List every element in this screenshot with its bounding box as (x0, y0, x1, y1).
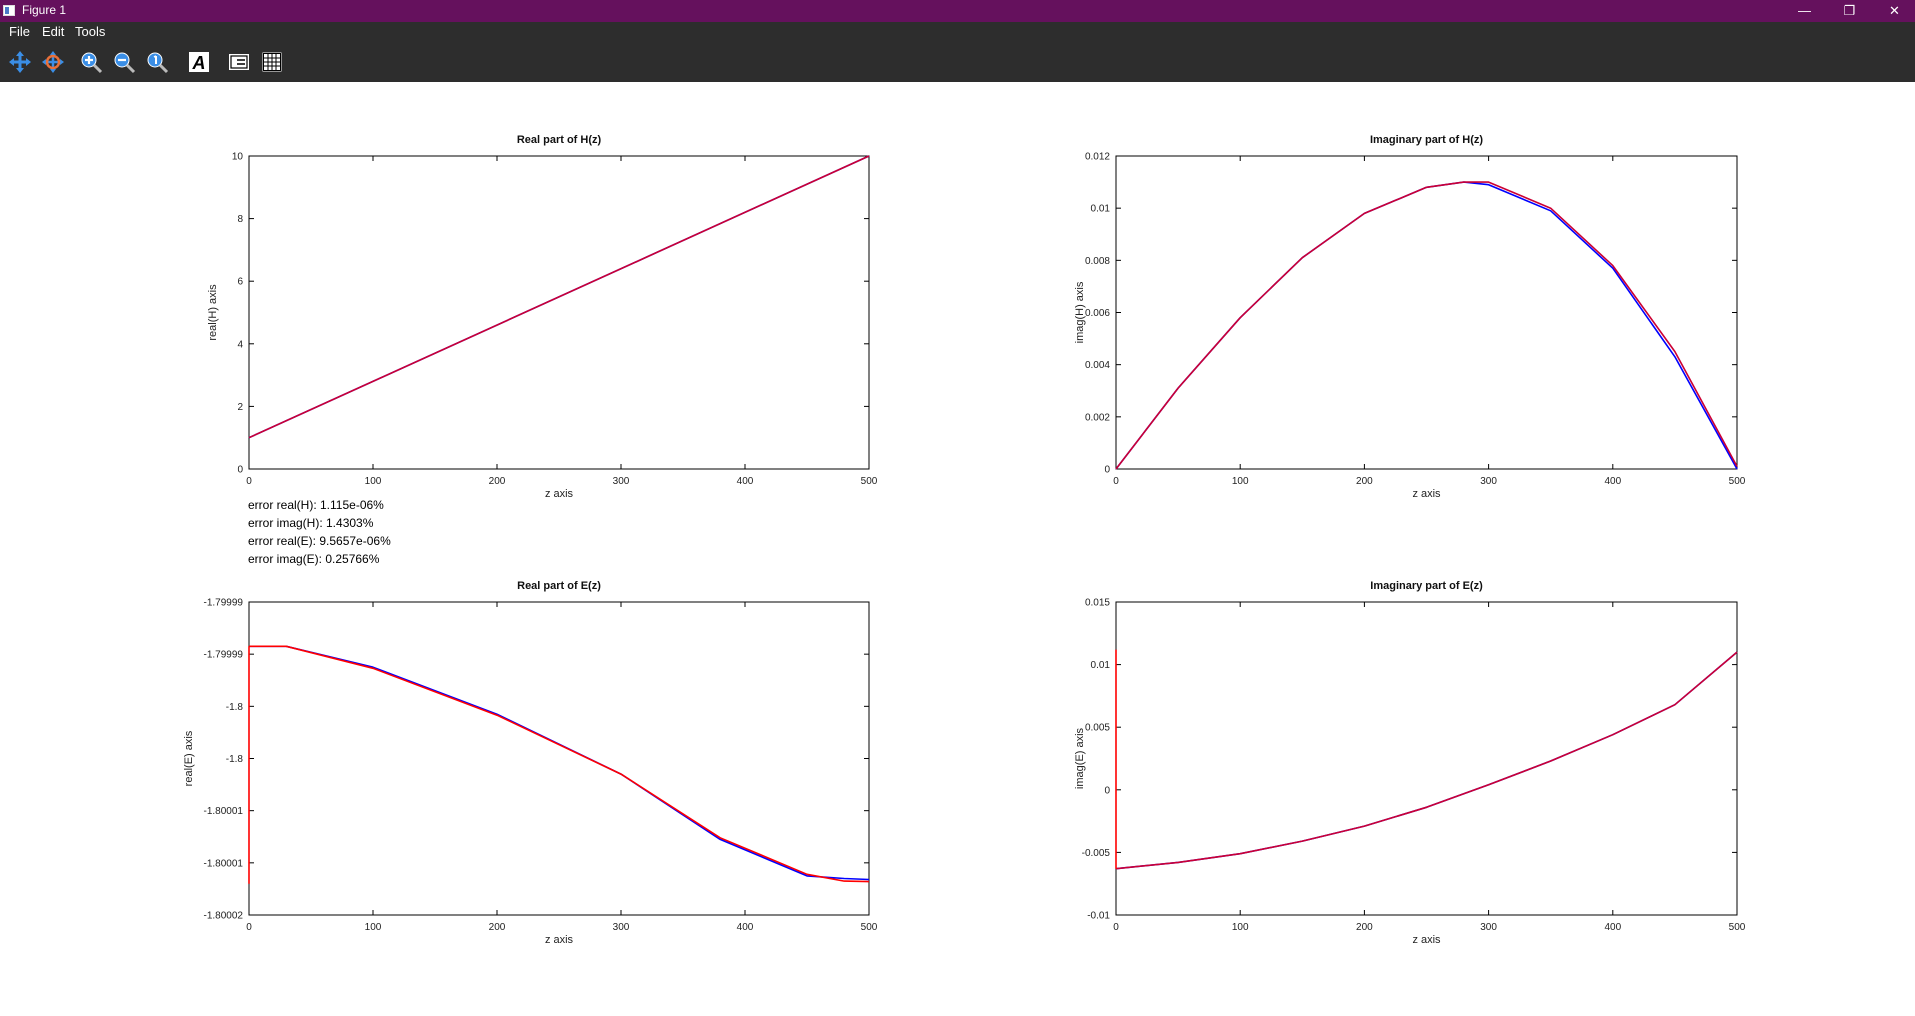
x-tick-label: 200 (489, 476, 506, 487)
chart-title: Imaginary part of H(z) (1370, 134, 1483, 146)
x-axis-label: z axis (1412, 934, 1441, 946)
series-line-1 (1115, 651, 1738, 870)
x-tick-label: 400 (1604, 476, 1621, 487)
chart-title: Real part of E(z) (517, 580, 601, 592)
y-tick-label: 2 (237, 402, 243, 413)
toolbar: A (0, 42, 1915, 82)
y-tick-label: -0.005 (1082, 848, 1111, 859)
x-tick-label: 500 (861, 922, 878, 933)
figure-canvas: 0 100 200 300 400 500 0 2 4 6 8 10 Real part of H(z)… (183, 134, 1746, 946)
x-axis-label: z axis (545, 488, 574, 500)
x-tick-label: 100 (1232, 922, 1249, 933)
y-tick-label: -1.79999 (204, 650, 244, 661)
y-tick-label: -1.8 (226, 754, 244, 765)
x-tick-label: 200 (489, 922, 506, 933)
y-tick-label: -1.79999 (204, 598, 244, 609)
y-tick-label: 0.015 (1085, 598, 1110, 609)
y-tick-label: 8 (237, 214, 243, 225)
x-axis-label: z axis (545, 934, 574, 946)
x-tick-label: 200 (1356, 922, 1373, 933)
x-tick-label: 500 (861, 476, 878, 487)
x-tick-label: 300 (613, 476, 630, 487)
zoom-in-icon[interactable] (79, 50, 103, 74)
y-tick-label: -1.8 (226, 702, 244, 713)
grid-toggle-icon[interactable] (260, 50, 284, 74)
x-tick-label: 300 (613, 922, 630, 933)
y-tick-label: 0.01 (1091, 660, 1111, 671)
y-tick-label: 0.004 (1085, 360, 1110, 371)
y-tick-label: 4 (237, 339, 243, 350)
x-tick-label: 500 (1729, 922, 1746, 933)
legend-toggle-icon[interactable] (227, 50, 251, 74)
chart-title: Real part of H(z) (517, 134, 602, 146)
x-tick-label: 500 (1729, 476, 1746, 487)
window-title: Figure 1 (22, 3, 67, 17)
chart-title: Imaginary part of E(z) (1370, 580, 1483, 592)
y-tick-label: 0.008 (1085, 256, 1110, 267)
y-tick-label: 10 (232, 152, 244, 163)
svg-text:A: A (192, 53, 206, 73)
restore-button[interactable]: ❐ (1843, 3, 1856, 18)
y-tick-label: 0.012 (1085, 152, 1110, 163)
zoom-out-icon[interactable] (112, 50, 136, 74)
series-line-1 (249, 645, 870, 883)
rotate-icon[interactable] (41, 50, 65, 74)
menu-tools[interactable]: Tools (75, 24, 106, 39)
x-tick-label: 0 (1113, 476, 1119, 487)
chart-real-h: 0 100 200 300 400 500 0 2 4 6 8 10 Real part of H(z)… (207, 134, 878, 500)
plot-area (248, 601, 870, 916)
close-button[interactable]: ✕ (1889, 3, 1900, 18)
minimize-button[interactable]: — (1798, 3, 1811, 18)
y-axis-label: imag(E) axis (1074, 727, 1086, 789)
x-tick-label: 0 (1113, 922, 1119, 933)
series-line-1 (1115, 181, 1738, 470)
figure-app-icon (3, 5, 15, 16)
error-real-e-text: error real(E): 9.5657e-06% (248, 534, 391, 548)
text-tool-icon[interactable]: A (187, 50, 211, 74)
x-tick-label: 300 (1480, 476, 1497, 487)
y-tick-label: 0 (1104, 465, 1110, 476)
y-tick-label: 0.005 (1085, 723, 1110, 734)
menu-bar: File Edit Tools (0, 22, 1915, 42)
y-axis-label: real(H) axis (207, 284, 219, 341)
chart-imag-e: 0 100 200 300 400 500 -0.01 -0.005 0 0.005 0.01 0.0… (1074, 580, 1746, 946)
y-tick-label: 6 (237, 277, 243, 288)
y-tick-label: -1.80001 (204, 806, 244, 817)
autoscale-icon[interactable] (145, 50, 169, 74)
y-axis-label: real(E) axis (183, 730, 195, 786)
menu-file[interactable]: File (9, 24, 30, 39)
x-tick-label: 100 (365, 922, 382, 933)
x-tick-label: 400 (737, 476, 754, 487)
y-tick-label: -1.80001 (204, 858, 244, 869)
series-line-1 (248, 155, 870, 439)
plot-area (1115, 601, 1738, 916)
y-tick-label: 0 (237, 465, 243, 476)
error-imag-e-text: error imag(E): 0.25766% (248, 552, 380, 566)
x-tick-label: 400 (1604, 922, 1621, 933)
x-tick-label: 300 (1480, 922, 1497, 933)
plot-area (248, 155, 870, 470)
x-tick-label: 400 (737, 922, 754, 933)
pan-icon[interactable] (8, 50, 32, 74)
plot-area (1115, 155, 1738, 470)
y-tick-label: 0.006 (1085, 308, 1110, 319)
y-tick-label: -1.80002 (204, 911, 244, 922)
menu-edit[interactable]: Edit (42, 24, 65, 39)
x-tick-label: 100 (1232, 476, 1249, 487)
chart-real-e: 0 100 200 300 400 500 -1.80002 -1.80001 -1.80001… (183, 580, 878, 946)
y-tick-label: 0.002 (1085, 412, 1110, 423)
x-tick-label: 0 (246, 922, 252, 933)
x-tick-label: 200 (1356, 476, 1373, 487)
x-axis-label: z axis (1412, 488, 1441, 500)
x-tick-label: 0 (246, 476, 252, 487)
chart-imag-h: 0 100 200 300 400 500 0 0.002 0.004 0.006 0.008 0.0… (1074, 134, 1746, 500)
y-tick-label: 0 (1104, 785, 1110, 796)
y-tick-label: 0.01 (1091, 204, 1111, 215)
x-tick-label: 100 (365, 476, 382, 487)
title-bar: Figure 1 — ❐ ✕ (0, 0, 1915, 22)
error-real-h-text: error real(H): 1.115e-06% (248, 498, 384, 512)
error-imag-h-text: error imag(H): 1.4303% (248, 516, 374, 530)
y-axis-label: imag(H) axis (1074, 281, 1086, 343)
y-tick-label: -0.01 (1087, 911, 1110, 922)
